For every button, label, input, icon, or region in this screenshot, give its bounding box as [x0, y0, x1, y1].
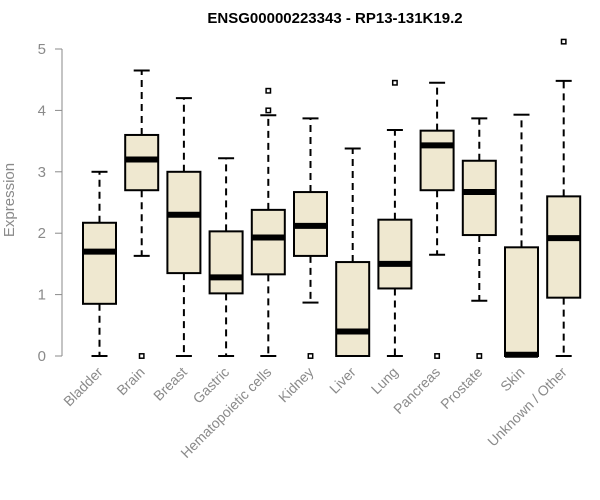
iqr-box: [504, 246, 539, 358]
iqr-box: [208, 230, 244, 295]
outlier-point: [560, 38, 567, 45]
y-axis: 0 1 2 3 4 5: [38, 41, 63, 365]
y-tick-label: 4: [38, 102, 46, 119]
x-tick-label: Liver: [326, 364, 359, 397]
iqr-box: [250, 208, 286, 276]
box-liver: [335, 147, 371, 358]
outlier-point: [391, 79, 398, 86]
x-tick-label: Pancreas: [390, 364, 443, 417]
x-tick-label: Brain: [113, 364, 147, 398]
chart-title: ENSG00000223343 - RP13-131K19.2: [207, 10, 462, 27]
box-prostate: [461, 117, 497, 359]
x-tick-label: Unknown / Other: [484, 364, 570, 450]
outlier-point: [434, 353, 441, 359]
x-tick-label: Breast: [150, 364, 190, 404]
x-tick-label: Lung: [368, 364, 401, 397]
y-axis-label: Expression: [1, 163, 18, 237]
outlier-point: [265, 87, 272, 94]
y-tick-label: 5: [38, 41, 46, 58]
box-skin: [504, 113, 539, 358]
box-gastric: [208, 157, 244, 357]
box-brain: [124, 69, 160, 359]
x-tick-label: Bladder: [60, 364, 106, 410]
iqr-box: [124, 133, 160, 192]
outlier-point: [307, 353, 314, 359]
y-tick-label: 1: [38, 287, 46, 304]
box-breast: [166, 97, 202, 357]
outlier-point: [138, 353, 145, 359]
y-tick-label: 2: [38, 225, 46, 242]
iqr-box: [377, 218, 413, 290]
box-lung: [377, 79, 413, 357]
box-kidney: [293, 117, 328, 359]
iqr-box: [546, 195, 582, 299]
box-pancreas: [419, 81, 455, 359]
x-tick-label: Kidney: [275, 364, 317, 406]
outlier-point: [265, 107, 272, 114]
x-tick-label: Skin: [497, 364, 528, 395]
iqr-box: [166, 170, 202, 275]
iqr-box: [419, 129, 455, 192]
box-bladder: [82, 170, 117, 357]
iqr-box: [82, 221, 117, 305]
y-tick-label: 0: [38, 348, 46, 365]
boxes-group: [82, 38, 582, 359]
y-tick-label: 3: [38, 164, 46, 181]
iqr-box: [461, 159, 497, 237]
box-unknown-other: [546, 38, 582, 357]
outlier-point: [476, 353, 483, 359]
iqr-box: [335, 261, 371, 358]
box-hematopoietic-cells: [250, 87, 286, 357]
x-tick-label: Prostate: [437, 364, 485, 412]
